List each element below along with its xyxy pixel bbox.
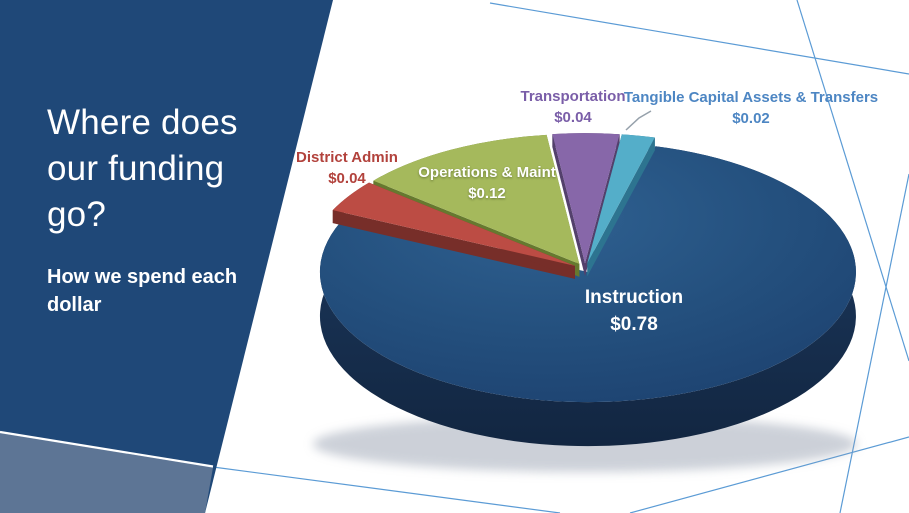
title-panel-accent-shape [0, 433, 213, 513]
subtitle-line-1: How we spend each [47, 266, 238, 288]
pie-label-instruction: Instruction $0.78 [534, 284, 734, 338]
pie-label-district-admin-name: District Admin [296, 149, 398, 166]
pie-label-tangible-capital-value: $0.02 [732, 110, 770, 127]
pie-label-instruction-name: Instruction [584, 287, 684, 308]
title-line-2: our funding [47, 149, 225, 188]
slide-subtitle: How we spend each dollar [47, 263, 237, 319]
title-line-1: Where does [47, 103, 238, 142]
pie-label-tangible-capital-name: Tangible Capital Assets & Transfers [623, 89, 879, 106]
panel-divider-line [0, 430, 214, 468]
pie-label-district-admin-value: $0.04 [328, 170, 366, 187]
pie-label-operations-maint: Operations & Maint $0.12 [377, 162, 597, 204]
tangible-capital-leader-line [625, 110, 652, 131]
pie-label-tangible-capital: Tangible Capital Assets & Transfers $0.0… [608, 87, 894, 129]
pie-label-operations-maint-value: $0.12 [468, 185, 506, 202]
title-line-3: go? [47, 195, 106, 234]
pie-label-instruction-value: $0.78 [610, 314, 658, 335]
title-panel [0, 0, 333, 513]
pie-label-transportation-name: Transportation [520, 88, 626, 105]
title-panel-shape [0, 0, 333, 513]
pie-slice-district-admin [332, 182, 575, 279]
pie-slice-tangible-capital-assets-transfers [587, 134, 655, 277]
slide-title: Where does our funding go? [47, 100, 238, 238]
pie-label-transportation: Transportation $0.04 [483, 86, 663, 128]
background-decor-lines [212, 0, 909, 513]
subtitle-line-2: dollar [47, 294, 102, 316]
pie-label-operations-maint-name: Operations & Maint [418, 164, 556, 181]
pie-label-transportation-value: $0.04 [554, 109, 592, 126]
pie-label-district-admin: District Admin $0.04 [257, 147, 437, 189]
